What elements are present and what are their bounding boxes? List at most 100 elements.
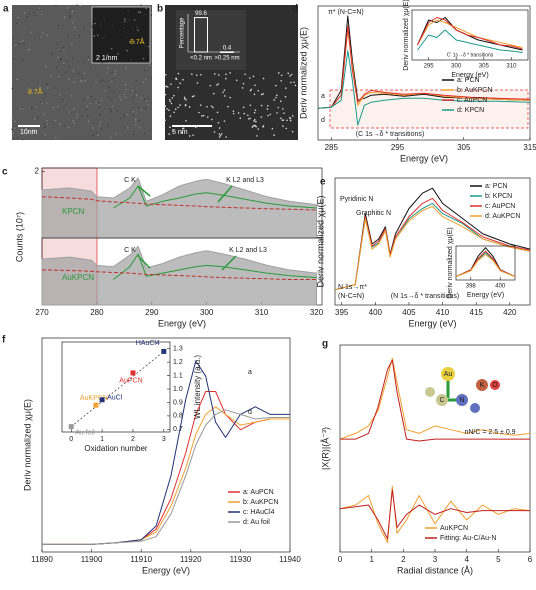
speckle	[126, 127, 129, 129]
speckle	[102, 37, 105, 39]
speckle	[173, 94, 175, 97]
speckle	[42, 32, 44, 34]
speckle	[209, 84, 212, 87]
series-line	[317, 50, 531, 126]
speckle	[89, 23, 92, 25]
speckle	[227, 105, 229, 108]
x-tick-label: 420	[503, 308, 517, 317]
point	[130, 370, 136, 376]
speckle	[16, 78, 18, 81]
speckle	[164, 119, 166, 122]
series-label: KPCN	[62, 207, 84, 216]
speckle	[206, 116, 209, 118]
legend-label: d: Au foil	[243, 519, 270, 526]
speckle	[112, 61, 115, 63]
y-axis-label: Counts (10⁷)	[14, 212, 24, 262]
speckle	[285, 87, 287, 89]
speckle	[12, 138, 15, 140]
speckle	[35, 14, 37, 17]
speckle	[40, 102, 43, 105]
speckle	[67, 126, 70, 129]
speckle	[229, 96, 232, 99]
x-axis-label: Radial distance (Å)	[397, 565, 473, 575]
speckle	[277, 72, 280, 74]
x-tick-label: 2	[401, 555, 406, 564]
y-tick-label: 1.1	[173, 372, 183, 379]
speckle	[86, 105, 89, 108]
speckle	[142, 81, 145, 83]
speckle	[71, 44, 73, 46]
speckle	[94, 22, 96, 25]
speckle	[96, 131, 98, 134]
speckle	[21, 108, 24, 111]
speckle	[80, 79, 83, 81]
point	[68, 424, 74, 430]
speckle	[144, 45, 146, 48]
annotation: Graphitic N	[356, 210, 391, 217]
series-line	[42, 409, 290, 545]
speckle	[32, 11, 35, 13]
speckle	[54, 137, 57, 139]
speckle	[145, 7, 147, 10]
speckle	[120, 117, 123, 120]
speckle	[229, 72, 231, 74]
speckle	[78, 34, 81, 37]
legend-label: b: AuKPCN	[457, 87, 492, 94]
speckle	[171, 97, 174, 99]
speckle	[289, 119, 292, 122]
bar-inset-bg	[176, 10, 246, 70]
speckle	[253, 118, 256, 121]
speckle	[97, 134, 99, 137]
x-axis-label: Energy (eV)	[408, 318, 456, 328]
speckle	[185, 119, 187, 122]
annotation: (N-C=N)	[338, 293, 364, 300]
legend-label: a: PCN	[457, 77, 480, 84]
x-tick-label: 4	[464, 555, 469, 564]
speckle	[150, 9, 152, 11]
speckle	[174, 108, 177, 111]
speckle	[273, 99, 275, 101]
speckle	[87, 56, 89, 58]
speckle	[83, 26, 85, 29]
legend-label: b: KPCN	[485, 193, 512, 200]
speckle	[249, 104, 252, 107]
speckle	[54, 87, 56, 89]
speckle	[46, 83, 48, 85]
speckle	[109, 108, 112, 110]
speckle	[280, 100, 282, 102]
speckle	[242, 106, 245, 109]
speckle	[123, 115, 125, 117]
speckle	[213, 73, 216, 75]
point	[93, 402, 99, 408]
speckle	[188, 135, 191, 137]
speckle	[210, 105, 213, 107]
speckle	[81, 115, 83, 117]
speckle	[242, 82, 245, 85]
speckle	[173, 111, 175, 114]
speckle	[43, 113, 45, 115]
x-axis-label: Energy (eV)	[467, 292, 504, 299]
speckle	[63, 16, 66, 19]
legend-label: a: AuPCN	[243, 489, 274, 496]
speckle	[68, 78, 70, 81]
speckle	[39, 101, 42, 104]
arrow	[137, 185, 151, 197]
speckle	[72, 70, 75, 72]
series-line	[455, 254, 516, 278]
speckle	[212, 106, 214, 109]
speckle	[46, 87, 49, 89]
x-tick-label: 285	[325, 143, 339, 152]
speckle	[290, 73, 293, 76]
speckle	[14, 44, 17, 47]
speckle	[252, 125, 254, 127]
speckle	[218, 136, 221, 138]
speckle	[107, 124, 110, 127]
speckle	[140, 109, 143, 111]
plot-frame	[41, 337, 291, 553]
x-tick-label: 395	[335, 308, 349, 317]
speckle	[257, 89, 260, 92]
speckle	[177, 106, 179, 109]
series-line	[42, 360, 290, 545]
x-tick-label: 310	[506, 64, 517, 70]
speckle	[62, 98, 64, 101]
